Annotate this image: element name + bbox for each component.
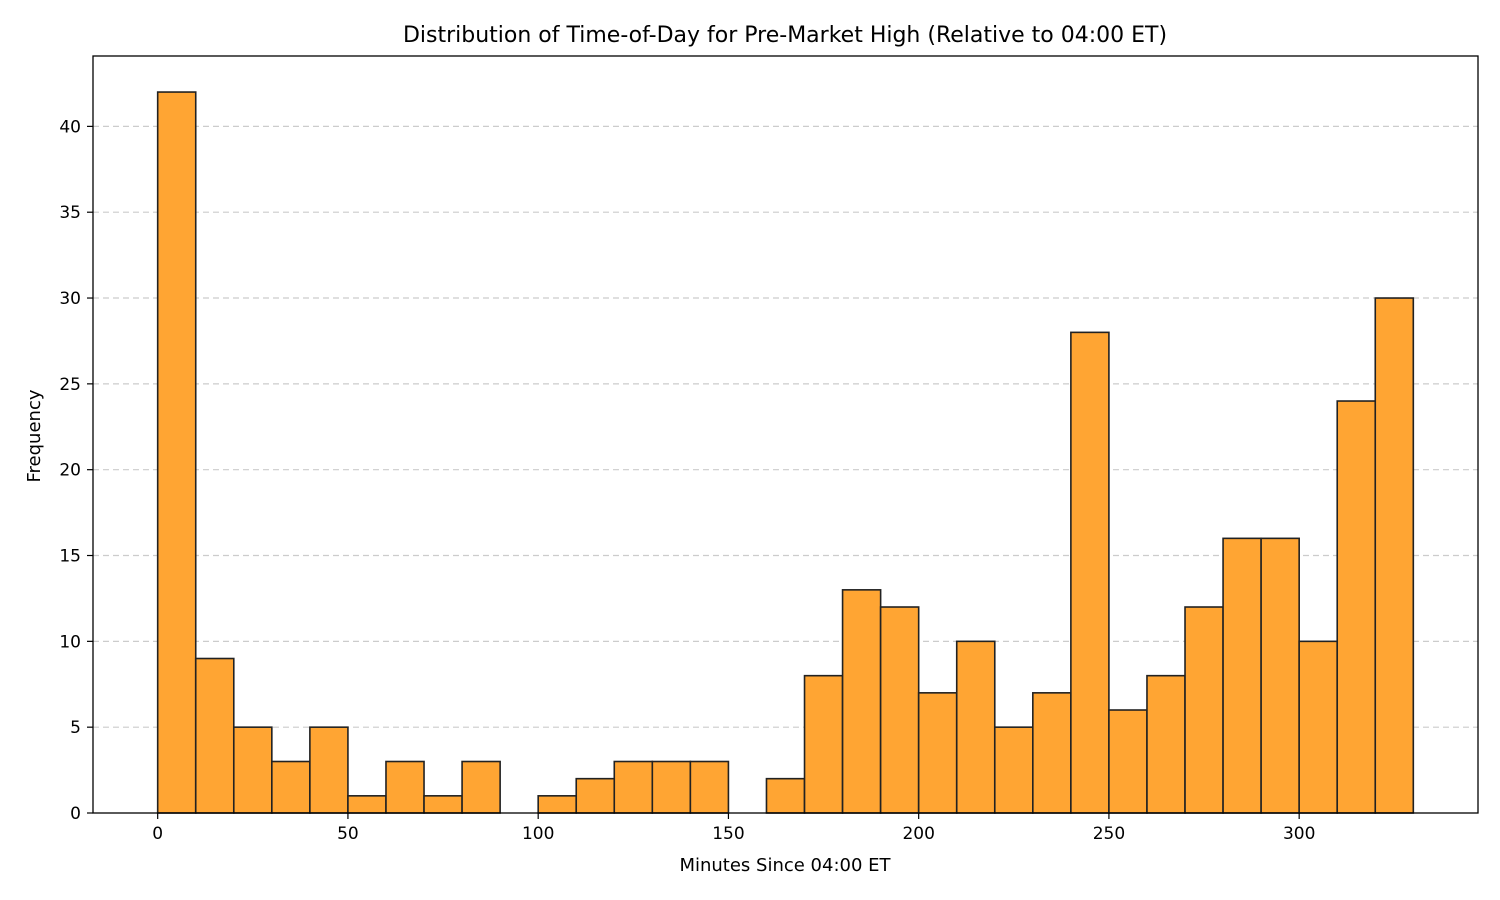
y-tick-label-0: 0 xyxy=(70,804,81,824)
bar-70-80 xyxy=(423,795,463,814)
y-axis-label: Frequency xyxy=(24,389,45,482)
bar-290-300 xyxy=(1260,537,1300,814)
bar-80-90 xyxy=(461,760,501,814)
y-tick-label-30: 30 xyxy=(59,289,81,309)
bar-190-200 xyxy=(879,606,920,814)
bar-140-150 xyxy=(689,760,730,814)
bar-40-50 xyxy=(309,726,349,814)
y-tick-label-5: 5 xyxy=(70,718,81,738)
bar-280-290 xyxy=(1222,537,1262,814)
bar-30-40 xyxy=(271,760,311,814)
bar-250-260 xyxy=(1108,709,1148,814)
gridlines xyxy=(93,125,1478,728)
x-tick-label-50: 50 xyxy=(337,824,359,844)
bar-20-30 xyxy=(232,726,273,814)
bar-220-230 xyxy=(993,726,1034,814)
bar-100-110 xyxy=(537,795,578,814)
y-tick-label-10: 10 xyxy=(59,632,81,652)
histogram-bars xyxy=(156,91,1415,814)
bar-130-140 xyxy=(651,760,692,814)
bar-300-310 xyxy=(1298,640,1339,814)
x-tick-label-200: 200 xyxy=(902,824,934,844)
chart-title: Distribution of Time-of-Day for Pre-Mark… xyxy=(403,23,1167,48)
bar-230-240 xyxy=(1032,692,1072,814)
bar-120-130 xyxy=(613,760,654,814)
x-tick-label-150: 150 xyxy=(712,824,744,844)
bar-260-270 xyxy=(1146,674,1186,814)
x-tick-label-250: 250 xyxy=(1093,824,1125,844)
y-tick-label-35: 35 xyxy=(59,203,81,223)
y-tick-label-25: 25 xyxy=(59,375,81,395)
bar-50-60 xyxy=(347,795,387,814)
x-axis-label: Minutes Since 04:00 ET xyxy=(679,855,891,876)
x-tick-label-0: 0 xyxy=(152,824,163,844)
bar-180-190 xyxy=(841,589,882,814)
x-tick-label-100: 100 xyxy=(522,824,554,844)
x-axis-ticks: 0 50 100 150 200 250 300 xyxy=(152,813,1315,844)
bar-170-180 xyxy=(803,674,844,814)
x-tick-label-300: 300 xyxy=(1283,824,1315,844)
bar-200-210 xyxy=(917,692,958,814)
bar-110-120 xyxy=(575,777,616,814)
bar-60-70 xyxy=(385,760,425,814)
bar-160-170 xyxy=(765,777,806,814)
bar-240-250 xyxy=(1070,331,1110,814)
y-tick-label-15: 15 xyxy=(59,547,81,567)
y-tick-label-20: 20 xyxy=(59,461,81,481)
bar-0-10 xyxy=(156,91,197,814)
bar-270-280 xyxy=(1184,606,1224,814)
y-tick-label-40: 40 xyxy=(59,117,81,137)
bar-10-20 xyxy=(194,657,235,814)
bar-210-220 xyxy=(955,640,996,814)
bar-320-330 xyxy=(1374,297,1415,814)
plot-frame xyxy=(92,55,1479,814)
y-axis-ticks: 0 5 10 15 20 25 30 35 40 xyxy=(59,117,93,824)
bar-310-320 xyxy=(1336,400,1377,814)
